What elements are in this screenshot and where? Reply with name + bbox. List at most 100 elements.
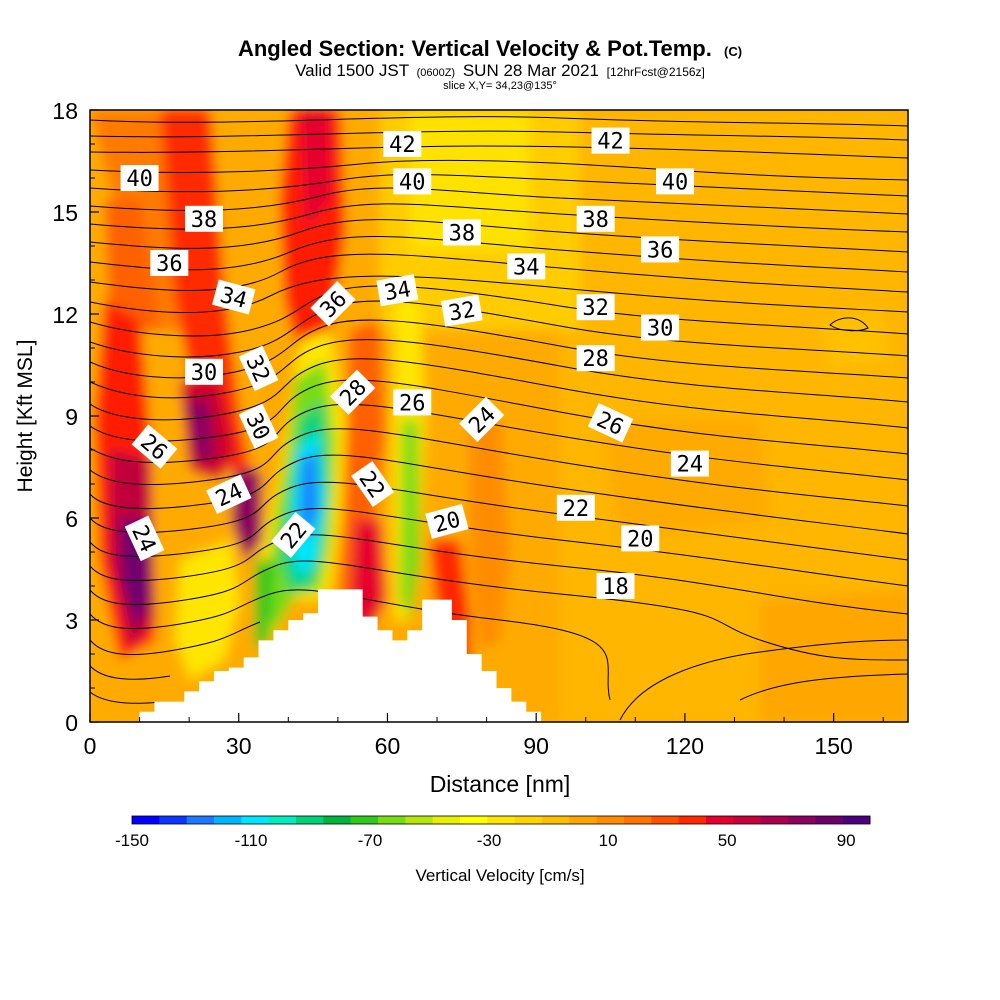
isentrope-label: 22 xyxy=(271,512,316,558)
isentrope-label-text: 40 xyxy=(662,170,689,195)
isentrope-label: 40 xyxy=(655,168,694,195)
isentrope-label-box xyxy=(120,165,159,191)
isentrope-label-box xyxy=(459,396,505,443)
x-tick-label: 150 xyxy=(814,733,852,759)
colorbar-tick-label: 50 xyxy=(718,831,737,850)
x-tick-label: 30 xyxy=(226,733,252,759)
colorbar-swatch xyxy=(569,816,598,824)
x-tick-label: 0 xyxy=(84,733,97,759)
colorbar-swatch xyxy=(132,816,160,824)
isentrope-label-text: 42 xyxy=(389,133,416,158)
isentrope-label: 32 xyxy=(440,294,483,327)
isentrope-label-box xyxy=(591,127,630,154)
isentrope-label-box xyxy=(440,294,483,327)
isentrope-label: 34 xyxy=(507,253,546,280)
isentrope-label-text: 26 xyxy=(399,391,426,416)
isentrope-label-text: 34 xyxy=(513,255,540,280)
colorbar-label: Vertical Velocity [cm/s] xyxy=(415,866,584,885)
isentrope-label-box xyxy=(376,274,419,307)
colorbar-swatch xyxy=(596,816,625,824)
colorbar-swatch xyxy=(241,816,270,824)
isentrope-label: 32 xyxy=(238,345,279,392)
chart-slice-info: slice X,Y= 34,23@135° xyxy=(443,80,557,92)
colorbar-swatch xyxy=(159,816,188,824)
isentrope-label-text: 30 xyxy=(191,361,218,386)
isentrope-label-box xyxy=(185,358,224,385)
colorbar-swatch xyxy=(296,816,324,824)
isentrope-label: 30 xyxy=(185,358,224,386)
isentrope-label: 24 xyxy=(670,450,709,478)
isentrope-label-text: 34 xyxy=(382,277,412,306)
isentrope-label-text: 32 xyxy=(447,297,477,326)
x-tick-label: 120 xyxy=(666,733,704,759)
isentrope-label-text: 30 xyxy=(647,317,674,342)
colorbar-swatch xyxy=(214,816,242,824)
colorbar-swatch xyxy=(651,816,680,824)
isentrope-label: 18 xyxy=(596,573,635,600)
colorbar-tick-label: 90 xyxy=(837,831,856,850)
isentrope-label-text: 38 xyxy=(582,208,609,233)
isentrope-label: 40 xyxy=(120,165,159,192)
colorbar-swatch xyxy=(350,816,379,824)
isentrope-label: 42 xyxy=(591,127,630,155)
y-tick-label: 0 xyxy=(65,710,78,736)
isentrope-label-box xyxy=(670,450,709,477)
isentrope-label-box xyxy=(576,294,615,321)
isentrope-label: 22 xyxy=(556,494,595,522)
isentrope-label-text: 38 xyxy=(191,208,218,233)
isentrope-label-box xyxy=(641,314,680,341)
isentrope-label-box xyxy=(238,403,279,449)
chart-title: Angled Section: Vertical Velocity & Pot.… xyxy=(238,36,742,61)
isentrope-label-box xyxy=(351,460,395,508)
isentrope-label: 30 xyxy=(641,314,680,342)
isentrope-label-box xyxy=(310,281,356,327)
isentrope-label: 22 xyxy=(351,460,395,508)
isentrope-label-text: 40 xyxy=(126,167,153,192)
isentrope-label-box xyxy=(425,503,469,539)
isentrope-label-box xyxy=(621,525,660,552)
y-tick-label: 18 xyxy=(52,98,78,124)
colorbar-swatch xyxy=(760,816,789,824)
isentrope-label-text: 24 xyxy=(677,453,704,478)
y-tick-label: 6 xyxy=(65,506,78,532)
isentrope-label-text: 36 xyxy=(156,252,183,277)
x-axis: 0 30 60 90 120 150 xyxy=(84,713,884,759)
x-tick-label: 60 xyxy=(375,733,401,759)
y-axis: 0 3 6 9 12 15 18 xyxy=(52,98,99,736)
colorbar-tick-label: -150 xyxy=(115,831,149,850)
isentrope-label-text: 28 xyxy=(582,347,609,372)
colorbar-swatch xyxy=(378,816,406,824)
isentrope-label-box xyxy=(330,369,376,415)
isentrope-label-box xyxy=(131,424,178,469)
colorbar-swatch xyxy=(487,816,516,824)
isentrope-label-box xyxy=(587,402,634,443)
isentrope-label-box xyxy=(442,219,481,246)
isentrope-label-box xyxy=(641,236,680,263)
isentrope-label: 40 xyxy=(393,168,432,195)
colorbar: -150 -110 -70 -30 10 50 90 xyxy=(115,815,871,850)
colorbar-frame xyxy=(131,815,871,825)
isentrope-label-box xyxy=(393,389,432,416)
isentrope-label-box xyxy=(150,250,189,276)
colorbar-tick-label: 10 xyxy=(599,831,618,850)
colorbar-swatch xyxy=(405,816,434,824)
isentrope-label-box xyxy=(393,168,432,195)
colorbar-tick-label: -70 xyxy=(358,831,383,850)
isentrope-label-box xyxy=(507,253,546,280)
isentrope-label: 36 xyxy=(641,236,680,263)
colorbar-swatch xyxy=(842,816,871,824)
isentrope-label-box xyxy=(212,279,256,315)
colorbar-swatch xyxy=(186,816,215,824)
colorbar-swatch xyxy=(678,816,707,824)
isentrope-label-box xyxy=(576,205,615,232)
colorbar-swatch xyxy=(815,816,844,824)
isentrope-label-box xyxy=(655,168,694,195)
colorbar-swatch xyxy=(733,816,762,824)
x-tick-label: 90 xyxy=(523,733,549,759)
colorbar-swatch xyxy=(514,816,543,824)
isentrope-label-box xyxy=(576,345,615,372)
isentrope-label-box xyxy=(556,494,595,521)
isentrope-label-text: 42 xyxy=(597,130,624,155)
